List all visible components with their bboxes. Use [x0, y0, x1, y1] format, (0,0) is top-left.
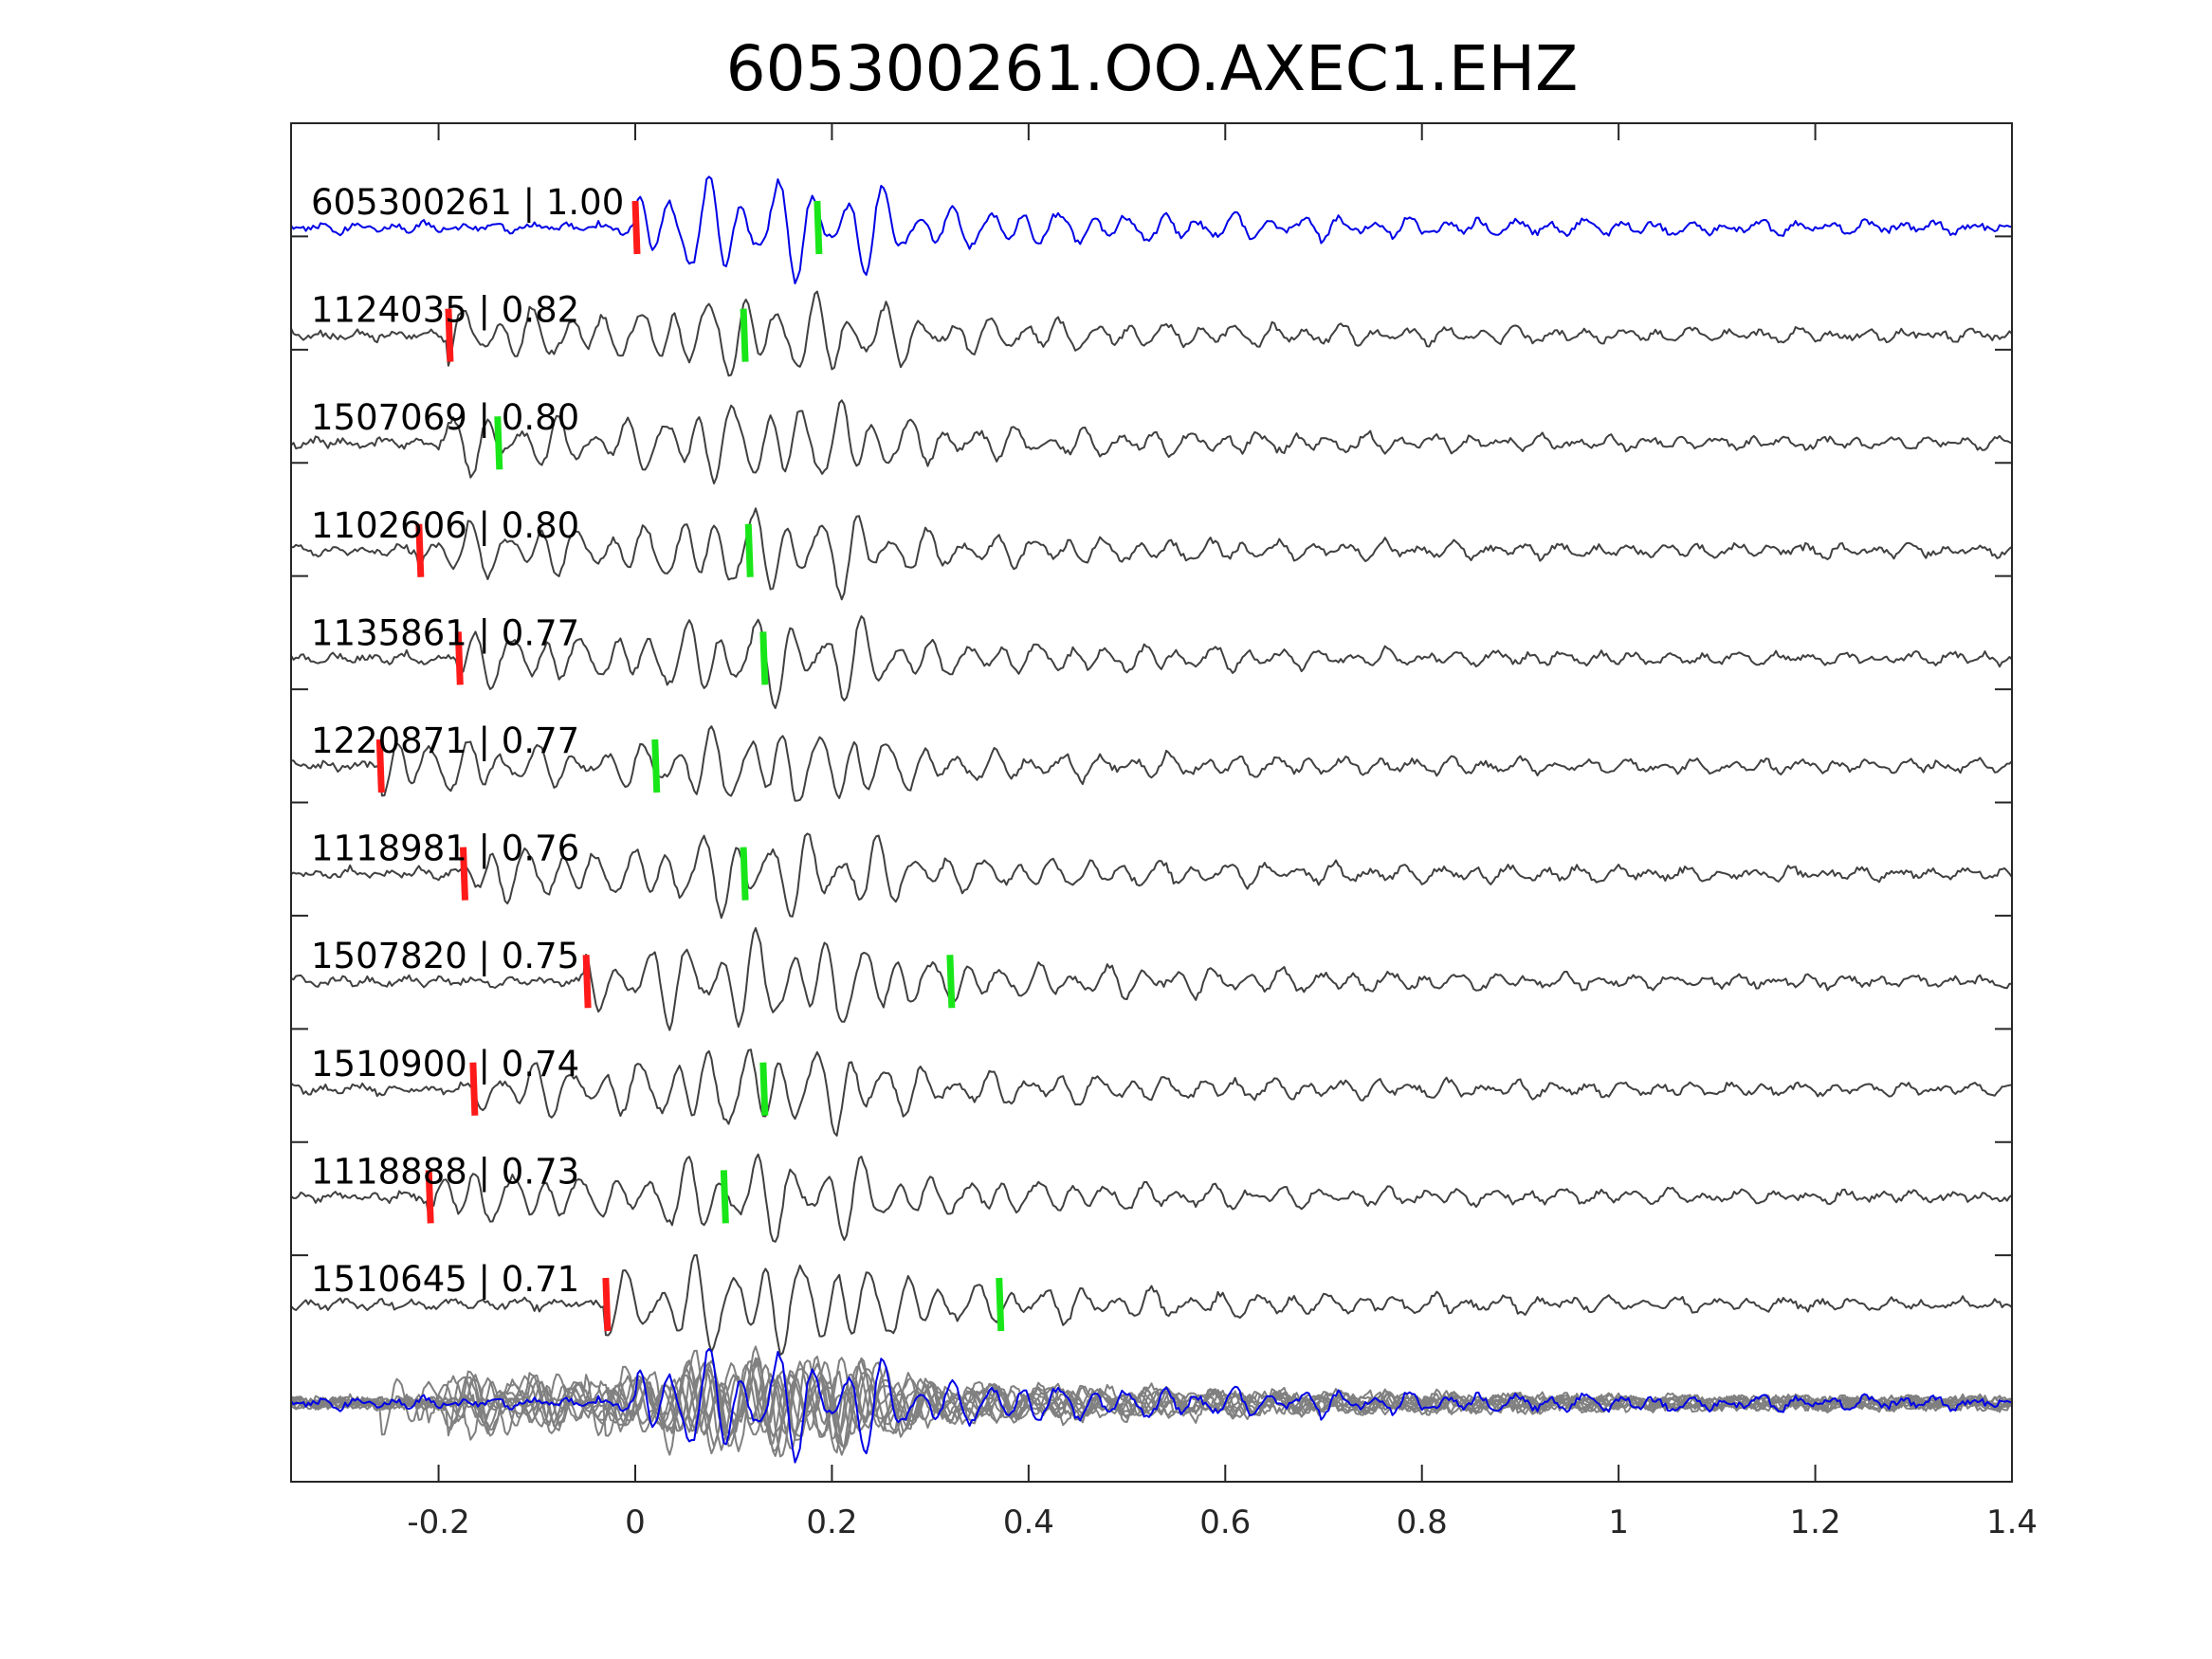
trace-1102606	[290, 507, 2013, 601]
x-tick-label-0: -0.2	[407, 1504, 469, 1541]
trace-1118981	[290, 832, 2013, 920]
trace-1510645	[290, 1254, 2013, 1357]
trace-1135861	[290, 615, 2013, 709]
trace-605300261	[290, 175, 2013, 284]
x-tick-label-8: 1.4	[1986, 1504, 2038, 1541]
x-tick-label-1: 0	[625, 1504, 646, 1541]
trace-1124035	[290, 290, 2013, 377]
trace-1220871	[290, 725, 2013, 802]
x-tick-label-4: 0.6	[1199, 1504, 1251, 1541]
s-pick-1102606	[744, 523, 754, 577]
s-pick-1124035	[740, 308, 749, 362]
s-pick-1220871	[651, 738, 661, 793]
trace-1118888	[290, 1153, 2013, 1243]
p-pick-1507820	[582, 955, 592, 1009]
s-pick-1510645	[996, 1277, 1005, 1332]
x-axis-ticks: -0.2 0 0.2 0.4 0.6 0.8 1 1.2 1.4	[291, 123, 2038, 1541]
p-pick-1118981	[460, 847, 468, 901]
s-pick-1118981	[740, 847, 749, 901]
trace-label-1124035: 1124035 | 0.82	[311, 290, 579, 331]
trace-label-1510645: 1510645 | 0.71	[311, 1259, 579, 1300]
p-pick-1124035	[445, 308, 454, 362]
trace-labels: 605300261 | 1.00 1124035 | 0.82 1507069 | …	[311, 182, 624, 1300]
p-pick-1118888	[425, 1170, 434, 1224]
p-pick-1102606	[415, 523, 425, 577]
trace-label-1118888: 1118888 | 0.73	[311, 1151, 579, 1192]
p-pick-1510900	[469, 1062, 479, 1116]
traces-layer	[290, 175, 2013, 1357]
trace-1507820	[290, 927, 2013, 1031]
s-pick-1507069	[494, 416, 503, 470]
trace-label-1507069: 1507069 | 0.80	[311, 397, 579, 438]
s-pick-1510900	[759, 1062, 769, 1116]
s-pick-1118888	[720, 1170, 729, 1224]
p-pick-605300261	[631, 200, 641, 255]
p-pick-1220871	[375, 738, 385, 793]
s-pick-605300261	[814, 200, 823, 255]
trace-label-1102606: 1102606 | 0.80	[311, 505, 579, 546]
x-tick-label-6: 1	[1608, 1504, 1629, 1541]
trace-label-1507820: 1507820 | 0.75	[311, 936, 579, 976]
x-tick-label-3: 0.4	[1003, 1504, 1054, 1541]
x-tick-label-2: 0.2	[806, 1504, 857, 1541]
trace-label-1118981: 1118981 | 0.76	[311, 829, 579, 869]
trace-label-1220871: 1220871 | 0.77	[311, 720, 579, 761]
p-pick-1135861	[454, 631, 464, 685]
overlay-trace-8	[290, 1357, 2013, 1452]
chart-title: 605300261.OO.AXEC1.EHZ	[726, 32, 1579, 105]
s-pick-1135861	[759, 631, 769, 685]
trace-label-1510900: 1510900 | 0.74	[311, 1044, 579, 1085]
s-pick-1507820	[946, 955, 956, 1009]
trace-label-605300261: 605300261 | 1.00	[311, 182, 624, 223]
picks-layer	[375, 200, 1005, 1332]
overlay-stack	[290, 1345, 2013, 1464]
trace-1507069	[290, 399, 2013, 484]
trace-1510900	[290, 1048, 2013, 1137]
p-pick-1510645	[602, 1277, 612, 1332]
x-tick-label-7: 1.2	[1790, 1504, 1841, 1541]
x-tick-label-5: 0.8	[1397, 1504, 1448, 1541]
trace-label-1135861: 1135861 | 0.77	[311, 612, 579, 653]
overlay-trace-10	[290, 1348, 2013, 1464]
